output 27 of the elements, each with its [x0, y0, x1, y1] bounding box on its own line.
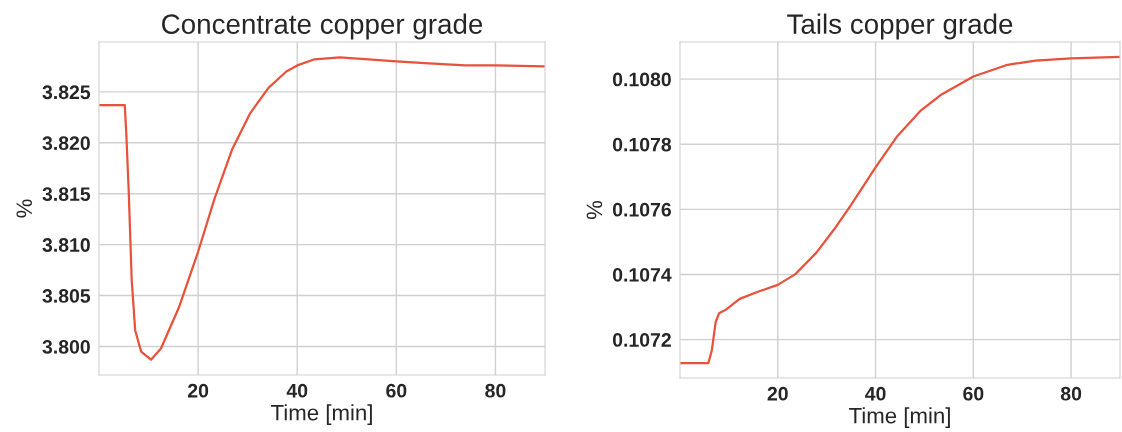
x-tick-label: 80: [1060, 386, 1082, 401]
chart-title: Concentrate copper grade: [162, 13, 483, 40]
x-axis-title: Time [min]: [849, 407, 950, 428]
y-tick-label: 3.815: [42, 187, 91, 201]
y-tick-label: 0.1072: [612, 333, 671, 347]
y-tick-label: 3.805: [42, 289, 91, 303]
y-axis-title: %: [586, 200, 603, 220]
y-tick-label: 3.800: [42, 339, 90, 354]
y-tick-label: 3.820: [42, 136, 90, 151]
x-tick-label: 20: [767, 386, 788, 401]
x-tick-label: 40: [865, 386, 886, 401]
y-tick-label: 3.810: [42, 238, 90, 252]
y-tick-label: 3.825: [42, 85, 91, 100]
y-axis-title: %: [16, 199, 32, 218]
y-tick-label: 0.1076: [612, 202, 671, 217]
x-axis-title: Time [min]: [271, 404, 372, 425]
y-tick-label: 0.1078: [612, 137, 672, 152]
x-tick-label: 20: [187, 383, 209, 398]
chart-title: Tails copper grade: [787, 13, 1013, 40]
x-tick-label: 60: [963, 386, 984, 401]
line-series: [680, 55, 1120, 365]
x-tick-label: 80: [485, 383, 506, 398]
x-tick-label: 60: [386, 383, 407, 398]
y-tick-label: 0.1080: [612, 72, 671, 87]
x-tick-label: 40: [286, 383, 308, 398]
line-series: [99, 56, 545, 361]
y-tick-label: 0.1074: [612, 267, 672, 282]
